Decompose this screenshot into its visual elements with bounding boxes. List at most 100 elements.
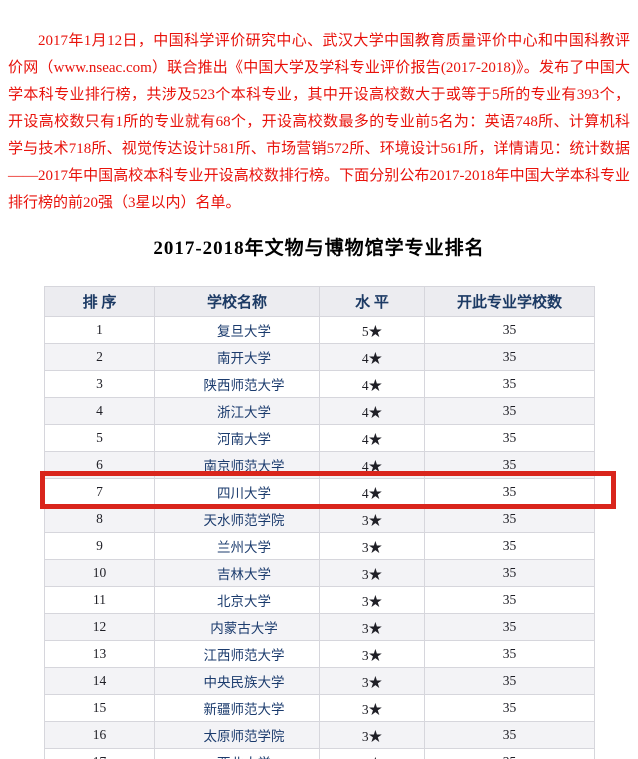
school-link[interactable]: 兰州大学 xyxy=(217,540,271,555)
rank-cell: 10 xyxy=(44,559,155,587)
count-cell: 35 xyxy=(424,397,595,425)
ranking-table: 排 序 学校名称 水 平 开此专业学校数 1 复旦大学 5★ 35 2 南开大学… xyxy=(44,286,595,759)
count-cell: 35 xyxy=(424,478,595,506)
rank-cell: 11 xyxy=(44,586,155,614)
table-row: 4 浙江大学 4★ 35 xyxy=(44,397,595,425)
school-cell: 天水师范学院 xyxy=(154,505,320,533)
count-cell: 35 xyxy=(424,370,595,398)
table-row: 14 中央民族大学 3★ 35 xyxy=(44,667,595,695)
column-header-school: 学校名称 xyxy=(154,286,320,317)
school-cell: 南京师范大学 xyxy=(154,451,320,479)
school-cell: 兰州大学 xyxy=(154,532,320,560)
rank-cell: 3 xyxy=(44,370,155,398)
level-cell: 4★ xyxy=(319,424,425,452)
rank-cell: 4 xyxy=(44,397,155,425)
school-cell: 浙江大学 xyxy=(154,397,320,425)
count-cell: 35 xyxy=(424,505,595,533)
school-cell: 四川大学 xyxy=(154,478,320,506)
table-row: 9 兰州大学 3★ 35 xyxy=(44,532,595,560)
school-link[interactable]: 天水师范学院 xyxy=(203,513,285,528)
table-row: 5 河南大学 4★ 35 xyxy=(44,424,595,452)
rank-cell: 15 xyxy=(44,694,155,722)
count-cell: 35 xyxy=(424,316,595,344)
school-link[interactable]: 浙江大学 xyxy=(217,405,271,420)
level-cell: 5★ xyxy=(319,316,425,344)
school-cell: 中央民族大学 xyxy=(154,667,320,695)
level-cell: 3★ xyxy=(319,586,425,614)
count-cell: 35 xyxy=(424,343,595,371)
school-link[interactable]: 新疆师范大学 xyxy=(203,702,285,717)
rank-cell: 16 xyxy=(44,721,155,749)
rank-cell: 9 xyxy=(44,532,155,560)
school-link[interactable]: 复旦大学 xyxy=(217,324,271,339)
rank-cell: 1 xyxy=(44,316,155,344)
table-row: 17 西北大学 3★ 35 xyxy=(44,748,595,759)
school-cell: 太原师范学院 xyxy=(154,721,320,749)
school-cell: 内蒙古大学 xyxy=(154,613,320,641)
table-row: 13 江西师范大学 3★ 35 xyxy=(44,640,595,668)
school-link[interactable]: 河南大学 xyxy=(217,432,271,447)
rank-cell: 13 xyxy=(44,640,155,668)
school-link[interactable]: 南京师范大学 xyxy=(203,459,285,474)
school-cell: 河南大学 xyxy=(154,424,320,452)
school-link[interactable]: 内蒙古大学 xyxy=(210,621,278,636)
count-cell: 35 xyxy=(424,613,595,641)
ranking-table-wrap: 排 序 学校名称 水 平 开此专业学校数 1 复旦大学 5★ 35 2 南开大学… xyxy=(44,286,595,759)
level-cell: 3★ xyxy=(319,667,425,695)
level-cell: 3★ xyxy=(319,721,425,749)
school-link[interactable]: 江西师范大学 xyxy=(203,648,285,663)
rank-cell: 14 xyxy=(44,667,155,695)
school-link[interactable]: 太原师范学院 xyxy=(203,729,285,744)
count-cell: 35 xyxy=(424,721,595,749)
count-cell: 35 xyxy=(424,694,595,722)
table-row: 1 复旦大学 5★ 35 xyxy=(44,316,595,344)
school-link[interactable]: 南开大学 xyxy=(217,351,271,366)
table-row: 3 陕西师范大学 4★ 35 xyxy=(44,370,595,398)
school-link[interactable]: 西北大学 xyxy=(217,756,271,759)
count-cell: 35 xyxy=(424,586,595,614)
school-link[interactable]: 陕西师范大学 xyxy=(203,378,285,393)
table-row: 12 内蒙古大学 3★ 35 xyxy=(44,613,595,641)
level-cell: 3★ xyxy=(319,640,425,668)
level-cell: 4★ xyxy=(319,397,425,425)
school-cell: 陕西师范大学 xyxy=(154,370,320,398)
level-cell: 4★ xyxy=(319,478,425,506)
table-row: 8 天水师范学院 3★ 35 xyxy=(44,505,595,533)
table-body: 1 复旦大学 5★ 35 2 南开大学 4★ 35 3 陕西师范大学 4★ 35… xyxy=(44,316,595,759)
table-row: 11 北京大学 3★ 35 xyxy=(44,586,595,614)
table-row: 2 南开大学 4★ 35 xyxy=(44,343,595,371)
school-cell: 北京大学 xyxy=(154,586,320,614)
level-cell: 3★ xyxy=(319,505,425,533)
count-cell: 35 xyxy=(424,559,595,587)
count-cell: 35 xyxy=(424,667,595,695)
rank-cell: 12 xyxy=(44,613,155,641)
table-row: 10 吉林大学 3★ 35 xyxy=(44,559,595,587)
school-link[interactable]: 中央民族大学 xyxy=(203,675,285,690)
school-cell: 复旦大学 xyxy=(154,316,320,344)
school-link[interactable]: 吉林大学 xyxy=(217,567,271,582)
count-cell: 35 xyxy=(424,532,595,560)
table-row: 16 太原师范学院 3★ 35 xyxy=(44,721,595,749)
column-header-count: 开此专业学校数 xyxy=(424,286,595,317)
count-cell: 35 xyxy=(424,424,595,452)
level-cell: 3★ xyxy=(319,748,425,759)
rank-cell: 2 xyxy=(44,343,155,371)
school-cell: 西北大学 xyxy=(154,748,320,759)
column-header-level: 水 平 xyxy=(319,286,425,317)
level-cell: 4★ xyxy=(319,343,425,371)
count-cell: 35 xyxy=(424,748,595,759)
school-link[interactable]: 北京大学 xyxy=(217,594,271,609)
header-row: 排 序 学校名称 水 平 开此专业学校数 xyxy=(44,286,595,317)
table-row: 7 四川大学 4★ 35 xyxy=(44,478,595,506)
level-cell: 4★ xyxy=(319,451,425,479)
rank-cell: 6 xyxy=(44,451,155,479)
school-cell: 南开大学 xyxy=(154,343,320,371)
school-link[interactable]: 四川大学 xyxy=(217,486,271,501)
table-row: 6 南京师范大学 4★ 35 xyxy=(44,451,595,479)
level-cell: 3★ xyxy=(319,613,425,641)
school-cell: 吉林大学 xyxy=(154,559,320,587)
rank-cell: 5 xyxy=(44,424,155,452)
page-title: 2017-2018年文物与博物馆学专业排名 xyxy=(153,238,485,259)
column-header-rank: 排 序 xyxy=(44,286,155,317)
